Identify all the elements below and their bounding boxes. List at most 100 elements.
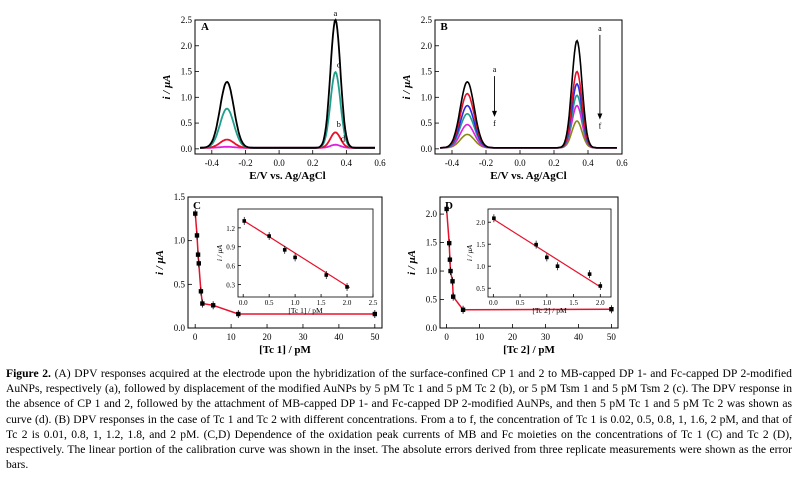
panel-b-series-d	[440, 94, 617, 149]
panel-c-point	[372, 311, 378, 317]
panel-d-inset-xtick-label: 0.5	[516, 299, 525, 307]
panel-c-point	[195, 252, 201, 257]
panel-b-ytick-label: 1.5	[421, 67, 433, 77]
figure-2: -0.4 -0.2 0.0 0.2 0.4 0.6 0.0 0.5 1.0 1.5 2.0 2.5 E/…	[154, 8, 628, 356]
panel-d-inset-ylabel: i / μA	[465, 244, 474, 261]
panel-b-ytick-label: 0.0	[421, 144, 433, 154]
panel-c-xtick-label: 30	[298, 332, 308, 342]
panel-d-point	[450, 279, 455, 284]
panel-b-series-e	[440, 104, 617, 149]
panel-d-ytick-label: 2.0	[426, 209, 438, 219]
caption-text: (A) DPV responses acquired at the electr…	[6, 367, 792, 472]
panel-a-ytick-label: 2.5	[181, 15, 193, 25]
panel-c-ytick-label: 1.5	[174, 192, 186, 202]
panel-a-annotation-a: a	[334, 8, 338, 18]
panel-a-ytick-label: 0.0	[181, 144, 193, 154]
panel-d-xtick-label: 40	[574, 332, 584, 342]
panel-a-xlabel: E/V vs. Ag/AgCl	[249, 170, 326, 182]
panel-b-ylabel: i / μA	[401, 74, 413, 99]
panel-d-inset-ytick-label: 1.5	[476, 241, 485, 249]
panel-a-xtick-label: -0.2	[238, 158, 252, 168]
panel-c-point	[198, 289, 204, 294]
panel-b-xtick-label: 0.4	[582, 158, 594, 168]
panel-d-inset-point	[492, 216, 496, 221]
panel-c-inset-point	[267, 234, 271, 238]
panel-d-ylabel: i / μA	[406, 250, 418, 275]
panel-c-inset-point	[345, 285, 349, 289]
panel-c-xtick-label: 0	[193, 332, 198, 342]
panel-c-inset-frame	[237, 208, 374, 298]
panel-d-inset-bg	[488, 209, 611, 297]
panel-d-inset-ytick-label: 1.0	[476, 263, 485, 271]
panel-a-xtick-label: 0.0	[273, 158, 285, 168]
panel-d-xtick-label: 30	[541, 332, 551, 342]
panel-a-xtick-label: 0.4	[341, 158, 353, 168]
panel-a-xtick-label: 0.2	[307, 158, 318, 168]
panel-c-inset-xtick-label: 2.0	[343, 299, 352, 307]
panel-d-point	[609, 307, 614, 312]
panel-c-ytick-label: 1.0	[174, 236, 186, 246]
panel-b-xtick-label: 0.2	[548, 158, 559, 168]
panel-c-inset-bg	[238, 209, 373, 297]
panel-b-xtick-label: 0.6	[616, 158, 628, 168]
panel-c-inset-ytick-label: 0.9	[226, 244, 235, 252]
panel-b-xtick-label: -0.2	[479, 158, 493, 168]
panel-d-ytick-label: 0.0	[426, 323, 438, 333]
panel-b-ytick-label: 2.0	[421, 41, 433, 51]
panel-a-ytick-label: 1.0	[181, 92, 193, 102]
panel-b-xlabel: E/V vs. Ag/AgCl	[490, 170, 567, 182]
panel-b-arrow-start-label: a	[598, 24, 602, 33]
panel-b-xtick-label: 0.0	[514, 158, 526, 168]
panel-d-inset-point	[598, 284, 603, 288]
panel-a-annotation-d: d	[341, 134, 346, 144]
panel-c-inset-fit-line	[242, 219, 350, 289]
panel-c-inset-xtick-label: 0.5	[265, 299, 274, 307]
panel-a-frame	[194, 19, 381, 155]
panel-d-point	[448, 268, 453, 274]
panel-d-ytick-label: 1.5	[426, 238, 438, 248]
panel-c-inset-xtick-label: 1.0	[291, 299, 300, 307]
panel-c-point	[200, 301, 205, 306]
panel-c-inset-ytick-label: 1.2	[226, 225, 235, 233]
panel-d-inset-fit-line	[493, 218, 601, 288]
panel-c-ylabel: i / μA	[154, 250, 166, 275]
panel-d-inset-xtick-label: 1.0	[542, 299, 551, 307]
panel-c-xlabel: [Tc 1] / pM	[259, 344, 311, 356]
panel-c-point	[236, 311, 241, 317]
panel-c-xtick-label: 10	[227, 332, 237, 342]
caption-label: Figure 2.	[6, 367, 51, 380]
panel-d-xtick-label: 10	[475, 332, 485, 342]
panel-d-point	[447, 240, 452, 246]
panel-d-xlabel: [Tc 2] / pM	[503, 344, 555, 356]
panel-d-inset-point	[587, 272, 592, 276]
panel-b-arrow-end-label: f	[493, 119, 496, 128]
panel-c-xtick-label: 20	[263, 332, 273, 342]
panel-a-annotation-c: c	[337, 59, 341, 69]
panel-b-arrow-head	[597, 113, 603, 120]
panel-c-inset-point	[293, 255, 297, 260]
panel-d-point	[450, 294, 456, 299]
panel-d-point	[444, 206, 449, 212]
panel-c-point	[194, 233, 200, 238]
panel-d-point	[447, 257, 453, 262]
panel-d-inset-xtick-label: 0.0	[489, 299, 498, 307]
panel-a-ylabel: i / μA	[161, 74, 173, 99]
panel-c-label: C	[193, 200, 201, 212]
panel-d-ytick-label: 1.0	[426, 266, 438, 276]
panel-c-inset-xtick-label: 0.0	[239, 299, 248, 307]
figure-caption: Figure 2. (A) DPV responses acquired at …	[6, 366, 792, 472]
panel-d-inset-xtick-label: 2.0	[596, 299, 605, 307]
panel-b-arrow-head	[492, 110, 497, 117]
panel-c-inset-point	[282, 248, 287, 252]
panel-d-xtick-label: 0	[444, 332, 449, 342]
panel-b-frame	[434, 19, 623, 155]
panel-b-ytick-label: 1.0	[421, 92, 433, 102]
panel-c-inset-xtick-label: 1.5	[317, 299, 326, 307]
panel-d-inset-xtick-label: 1.5	[569, 299, 578, 307]
panel-a-xtick-label: 0.6	[374, 158, 386, 168]
panel-c-ytick-label: 0.5	[174, 279, 186, 289]
panel-c-inset-xlabel: [Tc 1] / pM	[288, 306, 323, 315]
panel-d-xtick-label: 50	[607, 332, 617, 342]
panel-d-inset-ytick-label: 2.0	[476, 219, 485, 227]
panel-d-label: D	[445, 200, 453, 212]
